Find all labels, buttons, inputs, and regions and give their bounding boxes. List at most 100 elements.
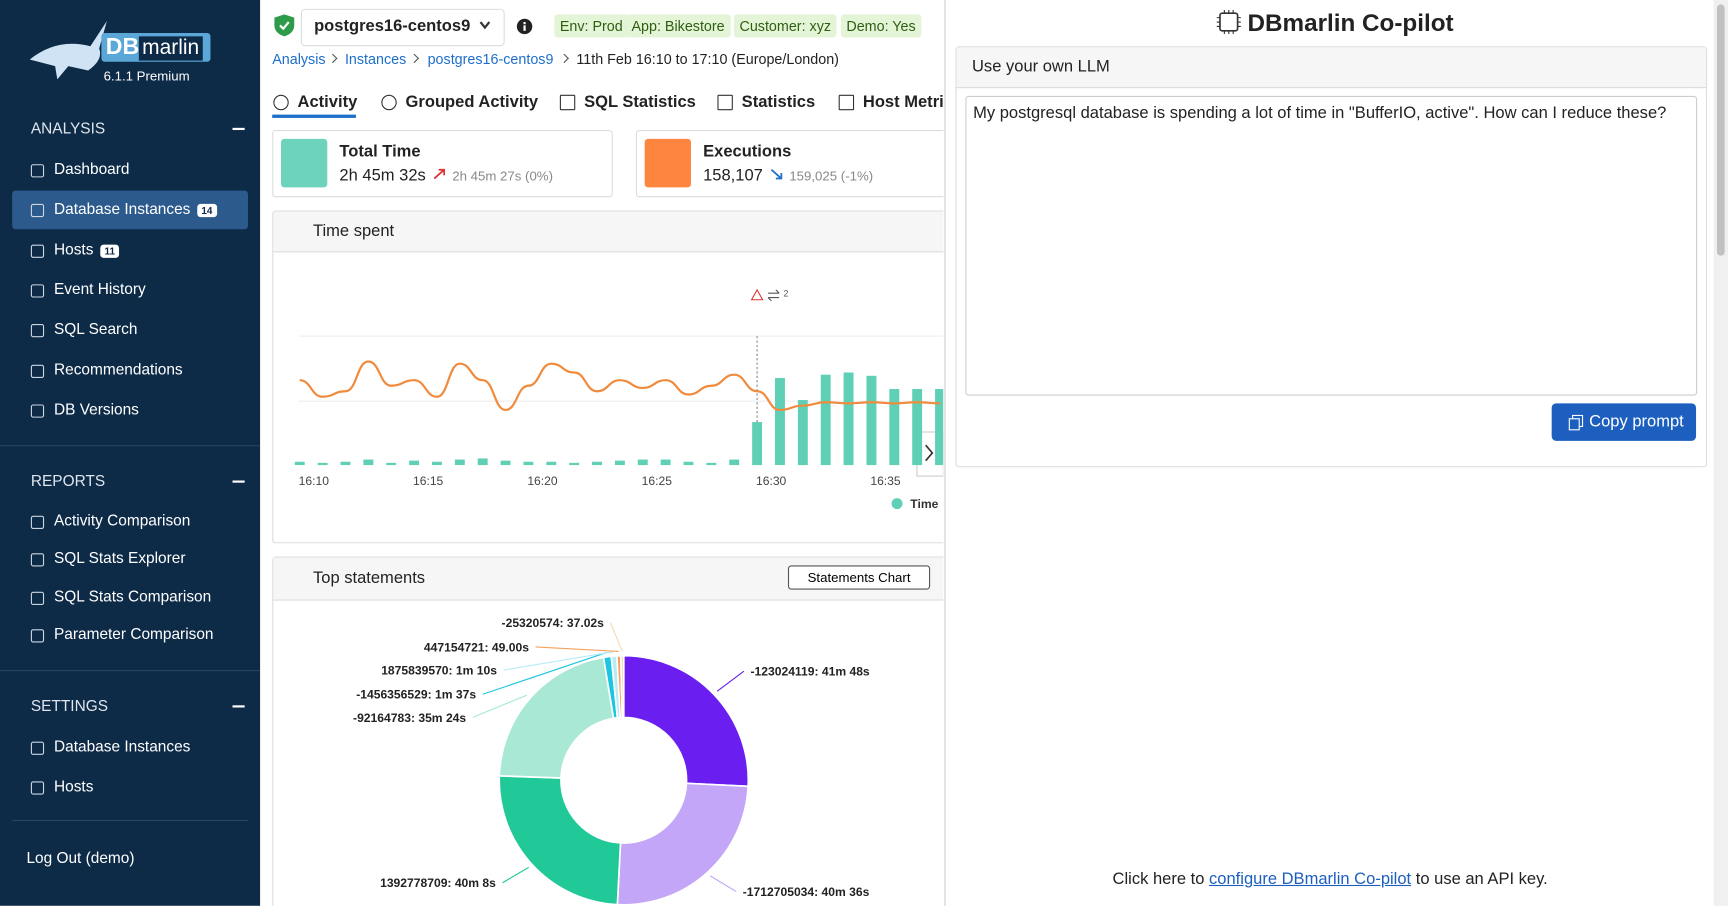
nav-item[interactable]: SQL Stats Comparison bbox=[54, 587, 211, 605]
nav-item[interactable]: Dashboard bbox=[54, 160, 129, 178]
chevron bbox=[479, 21, 491, 30]
bar bbox=[820, 374, 831, 466]
leader-line bbox=[709, 875, 737, 893]
nav-label: Parameter Comparison bbox=[53, 624, 214, 643]
kpi-value: 2h 45m 32s 2h 45m 27s (0%) bbox=[339, 166, 553, 185]
logo-fish bbox=[29, 20, 107, 80]
prompt-textarea[interactable]: My postgresql database is spending a lot… bbox=[965, 95, 1698, 396]
bar bbox=[775, 377, 785, 466]
info-icon[interactable] bbox=[516, 18, 534, 36]
main: postgres16-centos9 11th Feb 16:10 to 17:… bbox=[260, 0, 944, 906]
copilot-footer: Click here to configure DBmarlin Co-pilo… bbox=[946, 870, 1715, 889]
bar bbox=[592, 461, 602, 466]
bar bbox=[843, 372, 854, 466]
kpi-number: 2h 45m 32s bbox=[339, 166, 426, 186]
tab[interactable]: Statistics bbox=[741, 92, 816, 112]
panel-title: Top statements bbox=[312, 568, 426, 588]
swap-icon bbox=[767, 289, 780, 302]
bar bbox=[866, 375, 877, 466]
kpi-title: Executions bbox=[703, 142, 792, 161]
statements-chart-button[interactable]: Statements Chart bbox=[787, 565, 931, 590]
nav-item[interactable]: DB Versions bbox=[54, 400, 139, 418]
kpi-compare: 2h 45m 27s (0%) bbox=[452, 168, 553, 185]
nav-label: Hosts bbox=[53, 776, 94, 795]
copilot-panel: DBmarlin Co-pilot Use your own LLM My po… bbox=[944, 0, 1715, 906]
shield-icon bbox=[274, 14, 295, 37]
tab-icon bbox=[559, 94, 576, 111]
nav-item[interactable]: SQL Stats Explorer bbox=[54, 549, 185, 567]
divider bbox=[12, 819, 248, 822]
nav-icon bbox=[30, 515, 45, 529]
tab[interactable]: Host Metrics bbox=[862, 92, 944, 112]
kpi-compare: 159,025 (-1%) bbox=[789, 168, 874, 185]
collapse-icon bbox=[232, 480, 245, 483]
tab[interactable]: Activity bbox=[297, 92, 358, 112]
divider bbox=[0, 670, 261, 672]
breadcrumb-link[interactable]: Analysis bbox=[272, 50, 326, 68]
x-tick-label: 16:35 bbox=[870, 474, 901, 488]
tab-icon bbox=[381, 94, 397, 111]
time-range: 11th Feb 16:10 to 17:10 (Europe/London) bbox=[576, 50, 839, 68]
nav-item[interactable]: SQL Search bbox=[54, 320, 137, 338]
version: 6.1.1 Premium bbox=[103, 68, 190, 84]
sidebar: DB marlin 6.1.1 Premium Log Out (demo) A… bbox=[0, 0, 261, 906]
breadcrumb-link[interactable]: postgres16-centos9 bbox=[427, 50, 554, 68]
scrollbar bbox=[1713, 0, 1728, 906]
tab[interactable]: Grouped Activity bbox=[405, 92, 539, 112]
slice-label: 447154721: 49.00s bbox=[424, 640, 529, 654]
nav-item[interactable]: Activity Comparison bbox=[54, 511, 190, 529]
tab-icon bbox=[717, 94, 733, 111]
x-tick-label: 16:20 bbox=[527, 474, 558, 488]
nav-item[interactable]: Event History bbox=[54, 280, 146, 298]
nav-item[interactable]: Recommendations bbox=[54, 360, 183, 378]
leader-line bbox=[716, 670, 745, 692]
leader-line bbox=[610, 622, 623, 652]
slice-label: -123024119: 41m 48s bbox=[750, 665, 869, 679]
configure-link[interactable]: configure DBmarlin Co-pilot bbox=[1209, 869, 1412, 889]
bar bbox=[523, 461, 534, 466]
bar bbox=[500, 460, 511, 466]
nav-icon bbox=[30, 404, 45, 418]
bar bbox=[294, 461, 305, 466]
tab[interactable]: SQL Statistics bbox=[584, 92, 696, 112]
slice-label: -1456356529: 1m 37s bbox=[356, 688, 476, 702]
trend-arrow bbox=[434, 168, 446, 180]
ai-icon bbox=[1216, 9, 1241, 35]
bar bbox=[454, 459, 465, 466]
footer-text: to use an API key. bbox=[1415, 869, 1548, 889]
panel-header bbox=[273, 557, 944, 601]
bar bbox=[889, 389, 900, 466]
collapse-icon bbox=[232, 705, 245, 708]
breadcrumb-link[interactable]: Instances bbox=[344, 50, 407, 68]
x-tick-label: 16:30 bbox=[756, 474, 787, 488]
nav-item[interactable]: Database Instances 14 bbox=[54, 200, 217, 218]
x-tick-label: 16:10 bbox=[299, 474, 330, 488]
legend-dot bbox=[891, 498, 903, 510]
trend-arrow bbox=[771, 169, 783, 180]
nav-item[interactable]: Parameter Comparison bbox=[54, 625, 214, 643]
copy-icon bbox=[1568, 414, 1584, 431]
active-tab-underline bbox=[272, 114, 356, 118]
nav-icon bbox=[30, 553, 45, 567]
kpi-icon bbox=[281, 138, 328, 188]
logout[interactable]: Log Out (demo) bbox=[26, 848, 135, 867]
nav-icon bbox=[30, 591, 45, 605]
nav-item[interactable]: Hosts bbox=[54, 777, 93, 795]
nav-item[interactable]: Hosts 11 bbox=[54, 240, 120, 258]
logo-db: DB bbox=[105, 34, 140, 60]
card-header bbox=[956, 47, 1706, 89]
kpi-card bbox=[272, 130, 613, 198]
bar bbox=[317, 462, 328, 466]
kpi-number: 158,107 bbox=[703, 166, 763, 186]
slice-label: -25320574: 37.02s bbox=[502, 616, 605, 630]
nav-icon bbox=[30, 284, 45, 298]
nav-item[interactable]: Database Instances bbox=[54, 737, 190, 755]
section-title: REPORTS bbox=[30, 471, 106, 490]
nav-icon bbox=[30, 324, 45, 338]
leader-line bbox=[482, 651, 607, 695]
bar bbox=[706, 462, 717, 466]
bar bbox=[660, 459, 671, 466]
instance-select[interactable] bbox=[300, 8, 505, 47]
line bbox=[299, 360, 941, 412]
